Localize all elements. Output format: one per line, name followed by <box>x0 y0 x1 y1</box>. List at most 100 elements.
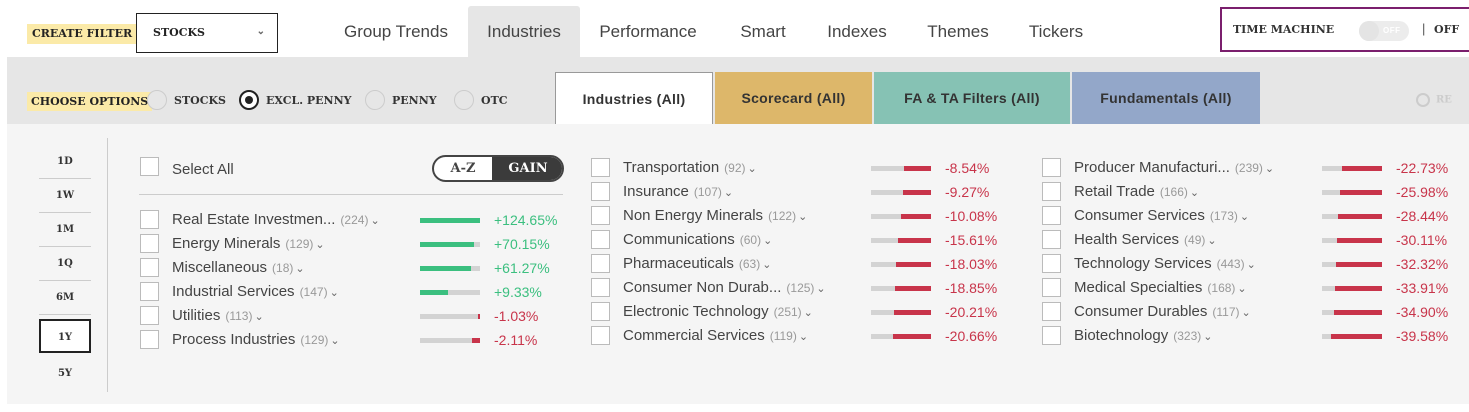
industry-name[interactable]: Miscellaneous (18) ⌄ <box>172 259 305 276</box>
industry-name[interactable]: Non Energy Minerals (122) ⌄ <box>623 207 807 224</box>
industry-name[interactable]: Consumer Non Durab... (125) ⌄ <box>623 279 826 296</box>
industry-name[interactable]: Medical Specialties (168) ⌄ <box>1074 279 1247 296</box>
industry-label: Electronic Technology <box>623 303 769 320</box>
industry-checkbox[interactable] <box>1042 278 1061 297</box>
chevron-down-icon[interactable]: ⌄ <box>1239 211 1250 223</box>
industry-checkbox[interactable] <box>140 330 159 349</box>
chevron-down-icon[interactable]: ⌄ <box>1246 259 1256 271</box>
tab-industries-all[interactable]: Industries (All) <box>555 72 713 124</box>
nav-tab-tickers[interactable]: Tickers <box>1028 22 1084 41</box>
chevron-down-icon[interactable]: ⌄ <box>1203 331 1213 343</box>
sort-gain-button[interactable]: GAIN <box>492 157 562 180</box>
chevron-down-icon[interactable]: ⌄ <box>1189 187 1200 199</box>
industry-name[interactable]: Biotechnology (323) ⌄ <box>1074 327 1212 344</box>
timeframe-6m[interactable]: 6M <box>39 281 91 315</box>
industry-count: (125) <box>786 281 815 295</box>
industry-change: -22.73% <box>1396 160 1449 176</box>
chevron-down-icon[interactable]: ⌄ <box>1241 307 1251 319</box>
industry-name[interactable]: Commercial Services (119) ⌄ <box>623 327 808 344</box>
industry-name[interactable]: Electronic Technology (251) ⌄ <box>623 303 813 320</box>
industry-name[interactable]: Health Services (49) ⌄ <box>1074 231 1217 248</box>
industry-count: (117) <box>1212 305 1240 319</box>
nav-tab-performance[interactable]: Performance <box>599 22 697 41</box>
select-all-checkbox[interactable] <box>140 157 159 176</box>
chevron-down-icon[interactable]: ⌄ <box>1237 283 1247 295</box>
industry-name[interactable]: Technology Services (443) ⌄ <box>1074 255 1256 272</box>
performance-bar <box>871 190 931 195</box>
timeframe-1w[interactable]: 1W <box>39 179 91 213</box>
industry-label: Consumer Services <box>1074 207 1205 224</box>
industry-name[interactable]: Producer Manufacturi... (239) ⌄ <box>1074 159 1274 176</box>
industry-name[interactable]: Real Estate Investmen... (224) ⌄ <box>172 211 380 228</box>
industry-checkbox[interactable] <box>140 210 159 229</box>
industry-count: (129) <box>300 333 329 347</box>
industry-checkbox[interactable] <box>1042 206 1061 225</box>
chevron-down-icon[interactable]: ⌄ <box>330 335 340 347</box>
chevron-down-icon[interactable]: ⌄ <box>370 215 380 227</box>
chevron-down-icon[interactable]: ⌄ <box>747 163 757 175</box>
industry-checkbox[interactable] <box>591 254 610 273</box>
performance-bar-fill <box>1335 262 1382 267</box>
industry-name[interactable]: Retail Trade (166) ⌄ <box>1074 183 1199 200</box>
industry-name[interactable]: Consumer Durables (117) ⌄ <box>1074 303 1251 320</box>
chevron-down-icon[interactable]: ⌄ <box>803 307 813 319</box>
timeframe-1y[interactable]: 1Y <box>39 319 91 353</box>
tab-fundamentals-all[interactable]: Fundamentals (All) <box>1072 72 1260 124</box>
industry-checkbox[interactable] <box>591 206 610 225</box>
timeframe-1q[interactable]: 1Q <box>39 247 91 281</box>
nav-tab-indexes[interactable]: Indexes <box>827 22 887 41</box>
industry-name[interactable]: Transportation (92) ⌄ <box>623 159 757 176</box>
timeframe-5y[interactable]: 5Y <box>57 368 73 379</box>
nav-tab-smart[interactable]: Smart <box>740 22 786 41</box>
industry-checkbox[interactable] <box>1042 302 1061 321</box>
chevron-down-icon[interactable]: ⌄ <box>1264 163 1275 175</box>
industry-checkbox[interactable] <box>591 158 610 177</box>
industry-checkbox[interactable] <box>1042 254 1061 273</box>
industry-checkbox[interactable] <box>1042 158 1061 177</box>
chevron-down-icon[interactable]: ⌄ <box>1207 235 1217 247</box>
nav-tab-group-trends[interactable]: Group Trends <box>344 22 448 41</box>
chevron-down-icon[interactable]: ⌄ <box>816 283 826 295</box>
industry-checkbox[interactable] <box>140 234 159 253</box>
market-select[interactable]: STOCKS ⌄ <box>136 13 278 53</box>
sort-az-button[interactable]: A-Z <box>450 161 476 176</box>
industry-checkbox[interactable] <box>591 278 610 297</box>
tab-scorecard-all[interactable]: Scorecard (All) <box>715 72 872 124</box>
industry-name[interactable]: Industrial Services (147) ⌄ <box>172 283 339 300</box>
industry-count: (122) <box>768 209 797 223</box>
chevron-down-icon[interactable]: ⌄ <box>723 187 734 199</box>
tab-fa-ta-filters-all[interactable]: FA & TA Filters (All) <box>874 72 1070 124</box>
industry-checkbox[interactable] <box>1042 182 1061 201</box>
industry-name[interactable]: Insurance (107) ⌄ <box>623 183 733 200</box>
reset-button[interactable]: RE <box>1416 93 1452 107</box>
industry-name[interactable]: Communications (60) ⌄ <box>623 231 772 248</box>
industry-checkbox[interactable] <box>591 326 610 345</box>
industry-checkbox[interactable] <box>591 230 610 249</box>
time-machine-toggle[interactable]: OFF <box>1359 21 1409 41</box>
timeframe-1d[interactable]: 1D <box>39 145 91 179</box>
industry-checkbox[interactable] <box>1042 326 1061 345</box>
chevron-down-icon[interactable]: ⌄ <box>295 263 305 275</box>
industry-name[interactable]: Process Industries (129) ⌄ <box>172 331 340 348</box>
industry-checkbox[interactable] <box>591 302 610 321</box>
industry-name[interactable]: Energy Minerals (129) ⌄ <box>172 235 325 252</box>
industry-checkbox[interactable] <box>140 258 159 277</box>
create-filter-button[interactable]: CREATE FILTER <box>27 24 138 44</box>
industry-checkbox[interactable] <box>591 182 610 201</box>
chevron-down-icon[interactable]: ⌄ <box>798 331 809 343</box>
chevron-down-icon[interactable]: ⌄ <box>762 259 772 271</box>
timeframe-1m[interactable]: 1M <box>39 213 91 247</box>
industry-name[interactable]: Pharmaceuticals (63) ⌄ <box>623 255 771 272</box>
chevron-down-icon[interactable]: ⌄ <box>254 311 264 323</box>
industry-checkbox[interactable] <box>140 306 159 325</box>
industry-checkbox[interactable] <box>1042 230 1061 249</box>
chevron-down-icon[interactable]: ⌄ <box>329 287 339 299</box>
nav-tab-themes[interactable]: Themes <box>927 22 989 41</box>
chevron-down-icon[interactable]: ⌄ <box>763 235 773 247</box>
industry-name[interactable]: Utilities (113) ⌄ <box>172 307 264 324</box>
chevron-down-icon[interactable]: ⌄ <box>315 239 325 251</box>
industry-name[interactable]: Consumer Services (173) ⌄ <box>1074 207 1249 224</box>
nav-tab-industries[interactable]: Industries <box>468 6 580 58</box>
industry-checkbox[interactable] <box>140 282 159 301</box>
chevron-down-icon[interactable]: ⌄ <box>798 211 808 223</box>
